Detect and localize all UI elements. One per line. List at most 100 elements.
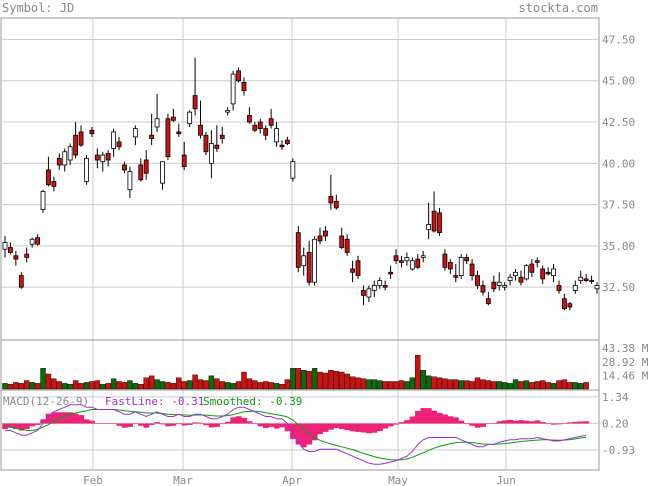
candle-body xyxy=(62,151,68,166)
candle-body xyxy=(154,118,160,128)
candle-body xyxy=(73,134,79,156)
volume-bar xyxy=(311,368,318,390)
candle-body xyxy=(507,276,513,281)
volume-bar xyxy=(534,381,540,390)
macd-histogram-bar xyxy=(463,423,470,424)
volume-bar xyxy=(284,379,291,390)
candle-body xyxy=(409,260,415,270)
volume-bar xyxy=(143,377,149,390)
macd-title: MACD(12-26-9) xyxy=(3,395,89,408)
candle-body xyxy=(29,238,35,245)
volume-bar xyxy=(507,383,513,390)
macd-legend: MACD(12-26-9) FastLine: -0.31 Smoothed: … xyxy=(3,395,302,408)
volume-bar xyxy=(469,381,475,390)
macd-histogram-bar xyxy=(132,423,139,424)
candle-body xyxy=(442,253,448,268)
volume-bar xyxy=(561,379,568,390)
volume-bar xyxy=(273,383,280,390)
volume-bar xyxy=(431,376,437,390)
candle-body xyxy=(203,134,209,153)
volume-bar xyxy=(29,382,35,390)
volume-bar xyxy=(197,379,204,390)
macd-histogram-bar xyxy=(181,423,188,426)
volume-bar xyxy=(165,382,171,390)
candle-body xyxy=(328,195,334,204)
macd-histogram-bar xyxy=(322,423,329,432)
volume-bar xyxy=(295,368,301,390)
macd-histogram-bar xyxy=(89,420,95,424)
macd-histogram-bar xyxy=(485,423,492,424)
candle-body xyxy=(339,235,345,248)
volume-bar xyxy=(366,379,372,390)
candle-body xyxy=(198,124,203,136)
price-tick-label: 47.50 xyxy=(602,33,635,46)
macd-histogram-bar xyxy=(496,421,503,424)
candle-body xyxy=(208,143,214,164)
macd-histogram-bar xyxy=(165,423,171,427)
candle-body xyxy=(170,116,176,121)
macd-histogram-bar xyxy=(507,419,514,424)
volume-bar xyxy=(301,370,307,390)
symbol-label: Symbol: JD xyxy=(2,1,74,15)
volume-bar xyxy=(453,379,459,390)
macd-histogram-bar xyxy=(279,423,286,428)
candle-body xyxy=(464,257,470,262)
candle-body xyxy=(431,210,437,232)
macd-histogram-bar xyxy=(24,423,30,430)
volume-bar xyxy=(230,383,236,390)
macd-histogram-bar xyxy=(339,423,345,430)
volume-bar xyxy=(208,375,215,390)
macd-tick-label: -0.93 xyxy=(602,444,635,457)
macd-histogram-bar xyxy=(529,421,535,424)
macd-histogram-bar xyxy=(110,423,117,424)
fastline-value: -0.31 xyxy=(171,395,204,408)
macd-histogram-bar xyxy=(45,413,52,424)
candle-body xyxy=(513,271,518,276)
volume-bar xyxy=(550,383,557,390)
volume-bar xyxy=(219,381,225,390)
candle-body xyxy=(13,255,19,260)
candle-body xyxy=(18,275,24,288)
volume-bar xyxy=(371,379,378,390)
volume-bar xyxy=(328,370,334,390)
volume-bar xyxy=(40,368,46,390)
volume-bar xyxy=(572,382,578,390)
volume-bar xyxy=(387,381,394,390)
volume-bars xyxy=(2,354,589,390)
candle-body xyxy=(35,237,40,245)
candle-body xyxy=(361,290,366,296)
volume-bar xyxy=(290,368,296,390)
candle-body xyxy=(312,238,317,283)
candle-body xyxy=(2,242,8,250)
candle-body xyxy=(40,190,46,210)
macd-histogram-bar xyxy=(572,421,579,424)
macd-histogram-bar xyxy=(349,423,356,432)
volume-bar xyxy=(83,382,90,390)
volume-bar xyxy=(539,380,546,390)
macd-histogram-bar xyxy=(105,423,112,424)
volume-bar xyxy=(578,383,584,390)
macd-histogram-bar xyxy=(377,423,383,432)
macd-histogram-bar xyxy=(127,423,133,427)
macd-histogram-bar xyxy=(523,420,530,424)
volume-bar xyxy=(132,383,139,390)
candle-body xyxy=(230,73,236,105)
candle-body xyxy=(393,255,399,262)
volume-bar xyxy=(496,381,502,390)
macd-panel xyxy=(1,396,599,465)
candle-body xyxy=(572,285,578,291)
volume-bar xyxy=(45,373,52,390)
candle-body xyxy=(225,110,231,113)
macd-histogram-bar xyxy=(203,423,209,426)
volume-bar xyxy=(518,381,524,390)
macd-histogram-bar xyxy=(121,423,128,428)
volume-bar xyxy=(56,381,63,390)
volume-tick-label: 43.38 M xyxy=(602,342,649,355)
candle-body xyxy=(350,268,355,273)
candle-body xyxy=(116,141,122,148)
macd-histogram-bar xyxy=(344,423,351,431)
candle-body xyxy=(551,268,556,277)
brand-label[interactable]: stockta.com xyxy=(519,1,598,15)
candle-body xyxy=(181,154,187,168)
candle-body xyxy=(78,131,84,146)
